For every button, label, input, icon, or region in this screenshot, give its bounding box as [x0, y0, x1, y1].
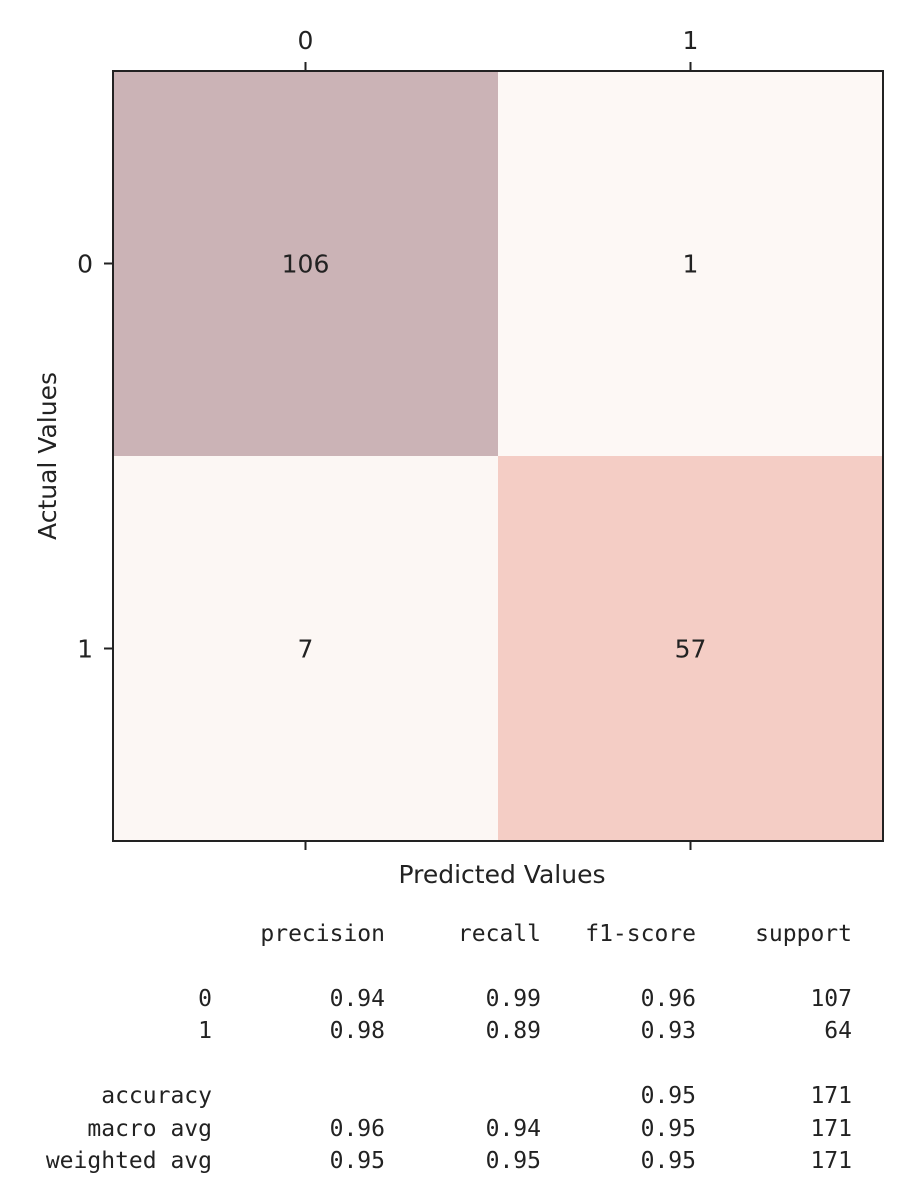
x-tick-label: 1 [683, 26, 699, 55]
report-cell-recall: 0.89 [485, 1018, 541, 1044]
report-cell-precision: 0.98 [329, 1018, 385, 1044]
report-cell-f1: 0.96 [640, 986, 696, 1012]
report-cell-precision: 0.96 [329, 1116, 385, 1142]
report-cell-support: 64 [824, 1018, 852, 1044]
report-cell-support: 171 [810, 1116, 852, 1142]
report-row-label: macro avg [87, 1116, 212, 1142]
x-axis-label: Predicted Values [399, 860, 606, 889]
report-cell-f1: 0.95 [640, 1083, 696, 1109]
cell-value-label: 7 [298, 635, 314, 664]
report-row-label: 1 [198, 1018, 212, 1044]
matrix-cell [113, 456, 498, 841]
matrix-cell [113, 71, 498, 456]
report-header-f1-score: f1-score [585, 921, 696, 947]
report-cell-support: 171 [810, 1083, 852, 1109]
report-header-recall: recall [457, 921, 541, 947]
report-cell-f1: 0.93 [640, 1018, 696, 1044]
cell-value-label: 106 [282, 250, 330, 279]
report-cell-support: 171 [810, 1148, 852, 1174]
cell-value-label: 57 [675, 635, 707, 664]
y-tick-label: 0 [77, 250, 93, 279]
report-cell-support: 107 [810, 986, 852, 1012]
cell-value-label: 1 [683, 250, 699, 279]
matrix-cell [498, 71, 883, 456]
report-header-support: support [755, 921, 852, 947]
report-cell-precision: 0.95 [329, 1148, 385, 1174]
report-cell-recall: 0.95 [485, 1148, 541, 1174]
y-axis-label: Actual Values [33, 372, 62, 540]
report-header-precision: precision [260, 921, 385, 947]
report-cell-recall: 0.94 [485, 1116, 541, 1142]
report-row-label: weighted avg [45, 1148, 212, 1174]
report-row-label: accuracy [101, 1083, 212, 1109]
report-cell-f1: 0.95 [640, 1116, 696, 1142]
report-cell-precision: 0.94 [329, 986, 385, 1012]
x-tick-label: 0 [298, 26, 314, 55]
plot-frame [112, 70, 884, 842]
y-tick-label: 1 [77, 635, 93, 664]
report-cell-f1: 0.95 [640, 1148, 696, 1174]
report-row-label: 0 [198, 986, 212, 1012]
report-cell-recall: 0.99 [485, 986, 541, 1012]
confusion-matrix-chart: 106 1 7 57 0 1 0 1 Predicted Values Actual Values [33, 26, 884, 889]
matrix-cell [498, 456, 883, 841]
